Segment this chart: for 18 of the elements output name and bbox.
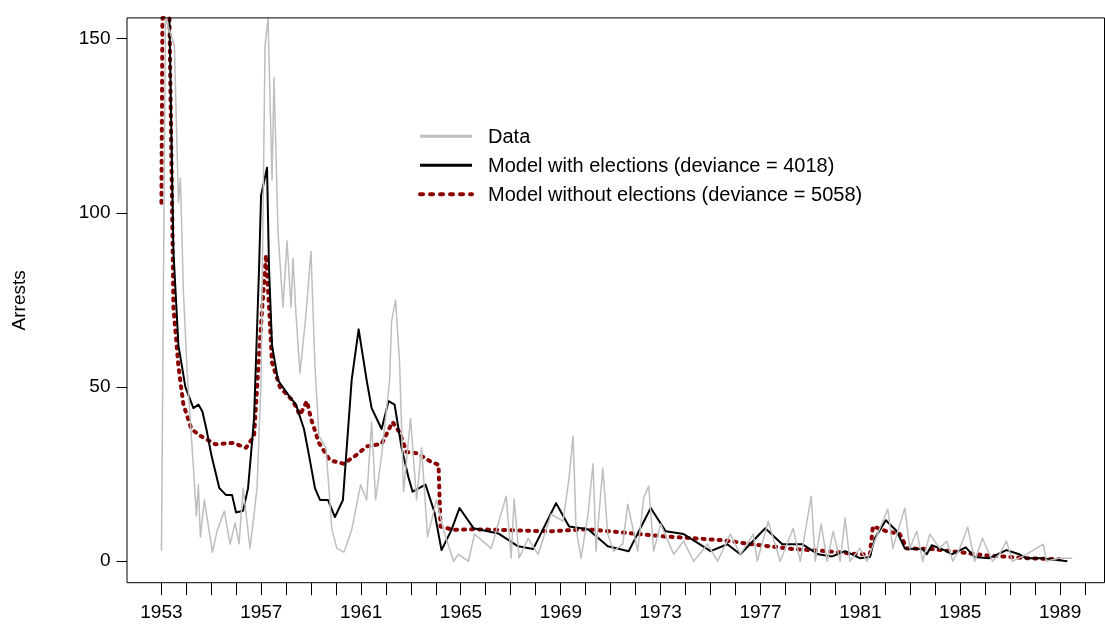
y-axis-title: Arrests bbox=[7, 270, 29, 331]
y-tick-label: 150 bbox=[78, 27, 111, 49]
y-tick-label: 50 bbox=[89, 375, 111, 397]
x-tick-label: 1977 bbox=[739, 600, 782, 622]
x-tick-label: 1981 bbox=[839, 600, 882, 622]
y-tick-label: 0 bbox=[99, 549, 111, 571]
x-tick-label: 1985 bbox=[939, 600, 982, 622]
x-tick-label: 1957 bbox=[240, 600, 283, 622]
x-tick-label: 1961 bbox=[340, 600, 383, 622]
x-tick-label: 1965 bbox=[439, 600, 483, 622]
x-tick-label: 1989 bbox=[1038, 600, 1082, 622]
x-tick-label: 1953 bbox=[140, 600, 183, 622]
x-tick-label: 1973 bbox=[639, 600, 682, 622]
x-tick-label: 1969 bbox=[539, 600, 582, 622]
legend-label: Model without elections (deviance = 5058) bbox=[488, 182, 863, 205]
y-tick-label: 100 bbox=[78, 201, 111, 223]
legend-label: Data bbox=[488, 124, 532, 147]
legend-label: Model with elections (deviance = 4018) bbox=[488, 153, 835, 176]
